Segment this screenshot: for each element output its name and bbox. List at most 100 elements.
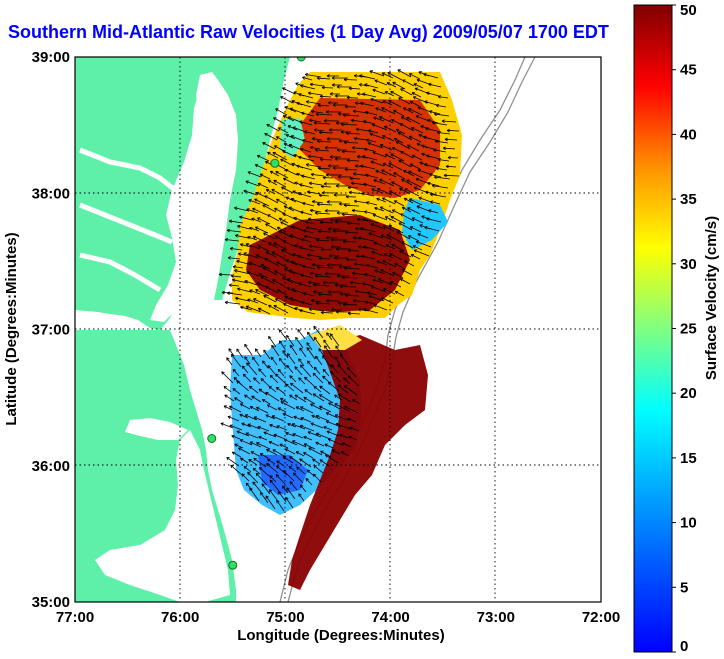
velocity-arrowhead	[253, 467, 257, 470]
velocity-arrowhead	[294, 182, 297, 185]
velocity-arrowhead	[308, 154, 312, 157]
velocity-arrowhead	[309, 272, 313, 276]
velocity-arrow	[402, 269, 413, 276]
velocity-arrow	[327, 381, 340, 392]
velocity-arrowhead	[304, 130, 308, 132]
velocity-arrowhead	[374, 207, 377, 211]
velocity-arrowhead	[381, 107, 384, 111]
velocity-arrowhead	[318, 348, 322, 351]
velocity-arrowhead	[354, 165, 358, 168]
velocity-arrowhead	[404, 188, 407, 192]
velocity-arrowhead	[433, 175, 438, 178]
velocity-arrowhead	[292, 440, 295, 444]
velocity-arrowhead	[248, 459, 251, 463]
velocity-arrowhead	[375, 107, 378, 111]
velocity-arrowhead	[221, 290, 225, 293]
velocity-arrowhead	[357, 217, 361, 220]
velocity-arrow	[305, 478, 313, 486]
velocity-arrowhead	[330, 308, 334, 311]
velocity-arrowhead	[326, 74, 330, 77]
velocity-arrowhead	[321, 190, 325, 194]
velocity-arrowhead	[340, 124, 344, 127]
velocity-arrow	[300, 417, 312, 423]
velocity-arrow	[372, 279, 384, 284]
velocity-arrowhead	[262, 360, 266, 363]
velocity-arrowhead	[293, 472, 297, 475]
velocity-arrow	[319, 385, 331, 395]
velocity-arrow	[409, 198, 423, 206]
velocity-arrowhead	[347, 187, 351, 190]
velocity-arrowhead	[344, 104, 348, 107]
velocity-arrow	[243, 252, 259, 259]
velocity-arrowhead	[230, 465, 233, 469]
velocity-arrow	[394, 262, 406, 270]
velocity-arrowhead	[368, 232, 372, 234]
velocity-arrowhead	[313, 122, 317, 125]
velocity-arrowhead	[282, 485, 284, 489]
velocity-arrow	[243, 466, 252, 473]
velocity-arrowhead	[421, 153, 424, 157]
velocity-arrowhead	[287, 116, 291, 120]
velocity-arrowhead	[320, 312, 324, 315]
velocity-arrowhead	[324, 273, 328, 276]
velocity-arrow	[400, 278, 411, 285]
velocity-arrowhead	[279, 444, 282, 447]
velocity-arrowhead	[335, 423, 339, 427]
velocity-arrowhead	[223, 385, 228, 388]
velocity-arrow	[382, 163, 394, 169]
velocity-arrowhead	[285, 496, 289, 499]
velocity-arrowhead	[258, 436, 261, 440]
velocity-arrowhead	[364, 147, 368, 150]
velocity-arrow	[271, 415, 285, 422]
velocity-arrow	[392, 271, 404, 279]
velocity-arrowhead	[335, 185, 339, 188]
velocity-arrowhead	[303, 292, 307, 294]
velocity-arrowhead	[322, 375, 324, 380]
velocity-arrowhead	[229, 246, 234, 249]
velocity-arrowhead	[360, 227, 364, 229]
velocity-arrow	[294, 394, 307, 403]
velocity-arrowhead	[282, 87, 285, 91]
velocity-arrowhead	[347, 312, 351, 316]
velocity-arrowhead	[311, 138, 315, 141]
velocity-arrowhead	[340, 451, 344, 455]
velocity-arrow	[268, 304, 280, 312]
velocity-arrowhead	[275, 136, 279, 140]
velocity-arrow	[259, 453, 269, 459]
velocity-arrowhead	[277, 369, 280, 373]
velocity-arrowhead	[427, 118, 431, 121]
velocity-arrowhead	[220, 422, 224, 426]
velocity-arrowhead	[376, 260, 379, 264]
velocity-arrow	[343, 114, 360, 117]
velocity-arrow	[437, 131, 451, 135]
velocity-arrow	[330, 371, 342, 383]
velocity-arrowhead	[256, 155, 260, 159]
velocity-arrow	[268, 441, 280, 447]
velocity-arrowhead	[301, 112, 304, 116]
velocity-arrowhead	[382, 288, 386, 292]
velocity-arrow	[337, 364, 348, 376]
velocity-arrowhead	[272, 152, 275, 156]
velocity-arrow	[247, 299, 259, 304]
velocity-arrowhead	[428, 82, 432, 85]
velocity-arrowhead	[226, 292, 230, 296]
velocity-arrowhead	[242, 365, 246, 368]
velocity-arrowhead	[243, 252, 247, 254]
velocity-arrow	[309, 245, 324, 249]
velocity-arrow	[257, 155, 270, 162]
velocity-arrowhead	[335, 121, 339, 124]
velocity-arrow	[447, 157, 459, 159]
velocity-arrowhead	[221, 371, 225, 373]
velocity-arrowhead	[240, 243, 244, 245]
velocity-arrowhead	[279, 340, 283, 343]
velocity-arrowhead	[343, 385, 346, 389]
velocity-arrowhead	[340, 130, 344, 133]
velocity-arrowhead	[282, 456, 285, 460]
velocity-arrow	[364, 148, 375, 152]
velocity-arrow	[237, 288, 252, 293]
velocity-arrow	[438, 159, 450, 162]
velocity-arrowhead	[331, 83, 335, 86]
velocity-arrow	[270, 170, 280, 177]
velocity-arrowhead	[318, 130, 322, 133]
